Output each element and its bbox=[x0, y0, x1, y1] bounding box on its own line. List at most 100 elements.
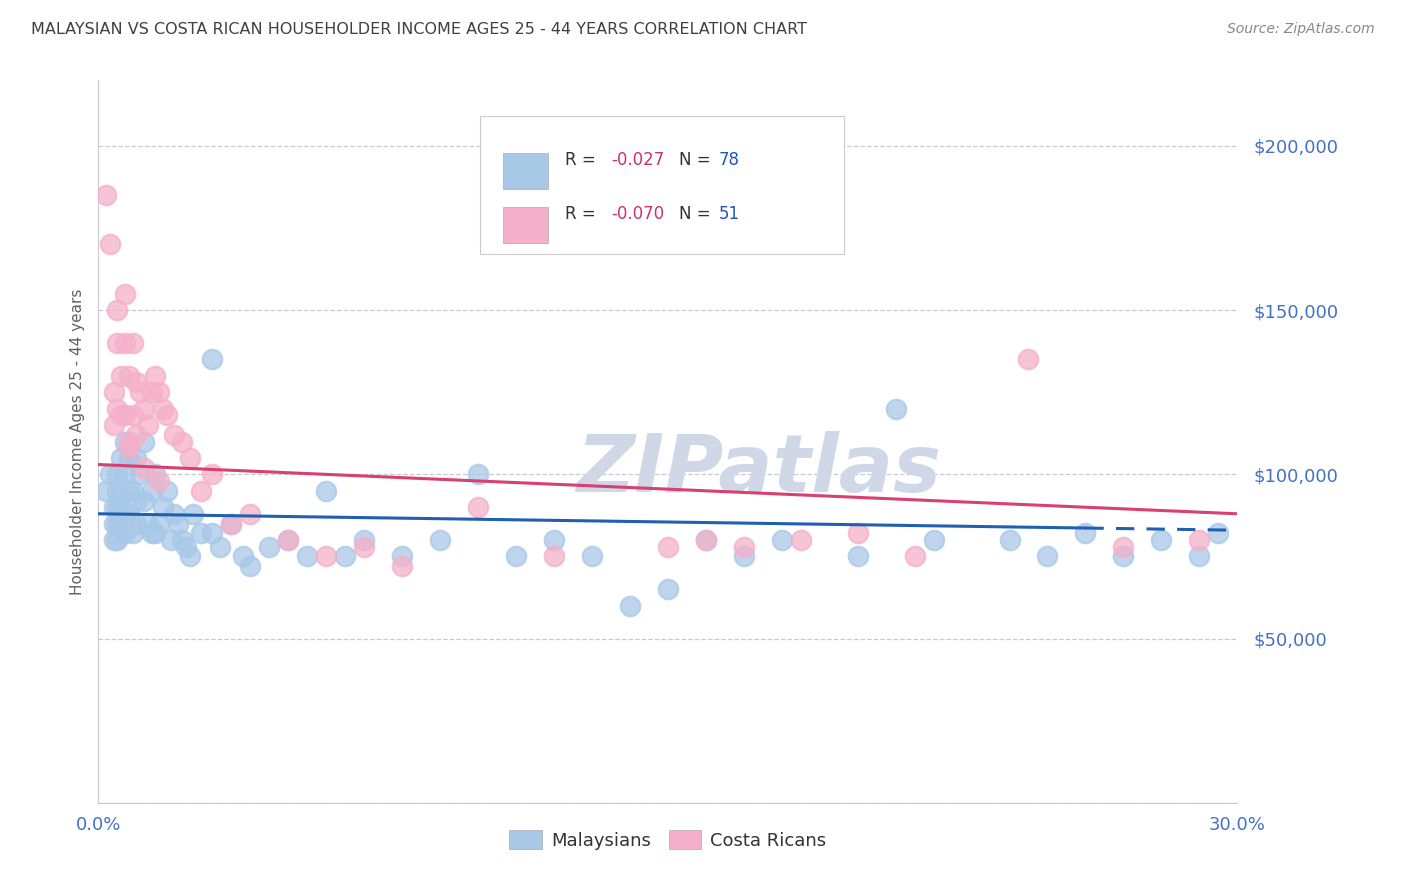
Point bbox=[846, 526, 869, 541]
Point bbox=[107, 516, 129, 531]
Point bbox=[353, 533, 375, 547]
Point bbox=[922, 533, 945, 547]
Point bbox=[136, 516, 159, 531]
Point bbox=[125, 493, 148, 508]
Point bbox=[277, 533, 299, 547]
Point bbox=[156, 409, 179, 423]
Legend: Malaysians, Costa Ricans: Malaysians, Costa Ricans bbox=[501, 822, 835, 859]
Point bbox=[145, 526, 167, 541]
Point bbox=[695, 533, 717, 547]
Point bbox=[315, 549, 337, 564]
Point bbox=[657, 582, 679, 597]
Point bbox=[190, 483, 212, 498]
Point bbox=[125, 450, 148, 465]
Point bbox=[167, 516, 190, 531]
Point bbox=[657, 540, 679, 554]
Text: R =: R = bbox=[565, 205, 602, 223]
Point bbox=[733, 540, 755, 554]
Text: N =: N = bbox=[679, 151, 716, 169]
Point bbox=[429, 533, 451, 547]
Point bbox=[98, 237, 121, 252]
Point bbox=[159, 533, 181, 547]
Point bbox=[141, 483, 163, 498]
Point bbox=[114, 434, 136, 449]
Point bbox=[118, 441, 141, 455]
Point bbox=[179, 450, 201, 465]
Point bbox=[118, 450, 141, 465]
Point bbox=[543, 533, 565, 547]
Point bbox=[107, 401, 129, 416]
Point bbox=[1036, 549, 1059, 564]
Point bbox=[904, 549, 927, 564]
Point bbox=[136, 418, 159, 433]
Point bbox=[467, 467, 489, 482]
Point bbox=[1188, 549, 1211, 564]
Point bbox=[1018, 352, 1040, 367]
Y-axis label: Householder Income Ages 25 - 44 years: Householder Income Ages 25 - 44 years bbox=[69, 288, 84, 595]
Point bbox=[118, 434, 141, 449]
Point bbox=[107, 533, 129, 547]
Bar bbox=[503, 207, 548, 243]
Point bbox=[107, 467, 129, 482]
Point bbox=[114, 336, 136, 351]
Point bbox=[259, 540, 281, 554]
Point bbox=[141, 526, 163, 541]
Point bbox=[619, 599, 641, 613]
Point bbox=[125, 376, 148, 390]
Point bbox=[335, 549, 357, 564]
Point bbox=[1112, 549, 1135, 564]
Point bbox=[733, 549, 755, 564]
Point bbox=[148, 385, 170, 400]
Point bbox=[114, 507, 136, 521]
Point bbox=[297, 549, 319, 564]
Point bbox=[148, 474, 170, 488]
Text: Source: ZipAtlas.com: Source: ZipAtlas.com bbox=[1227, 22, 1375, 37]
Point bbox=[790, 533, 813, 547]
Point bbox=[239, 559, 262, 574]
Point bbox=[132, 460, 155, 475]
Point bbox=[114, 467, 136, 482]
Point bbox=[232, 549, 254, 564]
Point bbox=[884, 401, 907, 416]
Point bbox=[221, 516, 243, 531]
Point bbox=[391, 559, 413, 574]
Text: 78: 78 bbox=[718, 151, 740, 169]
Point bbox=[110, 450, 132, 465]
Point bbox=[174, 540, 197, 554]
Point bbox=[152, 500, 174, 515]
Point bbox=[103, 418, 125, 433]
Point bbox=[103, 385, 125, 400]
Text: 51: 51 bbox=[718, 205, 740, 223]
Point bbox=[103, 500, 125, 515]
Point bbox=[118, 507, 141, 521]
Point bbox=[121, 409, 143, 423]
Point bbox=[132, 493, 155, 508]
Point bbox=[114, 409, 136, 423]
Point bbox=[1112, 540, 1135, 554]
Point bbox=[998, 533, 1021, 547]
Point bbox=[132, 401, 155, 416]
Point bbox=[121, 336, 143, 351]
Point bbox=[94, 188, 117, 202]
Point bbox=[125, 428, 148, 442]
Point bbox=[114, 526, 136, 541]
Point bbox=[107, 336, 129, 351]
Point bbox=[170, 434, 193, 449]
Point bbox=[467, 500, 489, 515]
Point bbox=[391, 549, 413, 564]
Point bbox=[121, 526, 143, 541]
Point bbox=[170, 533, 193, 547]
Bar bbox=[503, 153, 548, 189]
Point bbox=[201, 526, 224, 541]
Text: -0.027: -0.027 bbox=[610, 151, 664, 169]
Point bbox=[121, 483, 143, 498]
Point bbox=[148, 516, 170, 531]
Point bbox=[183, 507, 205, 521]
Point bbox=[103, 516, 125, 531]
Point bbox=[125, 516, 148, 531]
Point bbox=[98, 467, 121, 482]
Point bbox=[581, 549, 603, 564]
Point bbox=[110, 368, 132, 383]
Point bbox=[110, 516, 132, 531]
Point bbox=[129, 467, 152, 482]
